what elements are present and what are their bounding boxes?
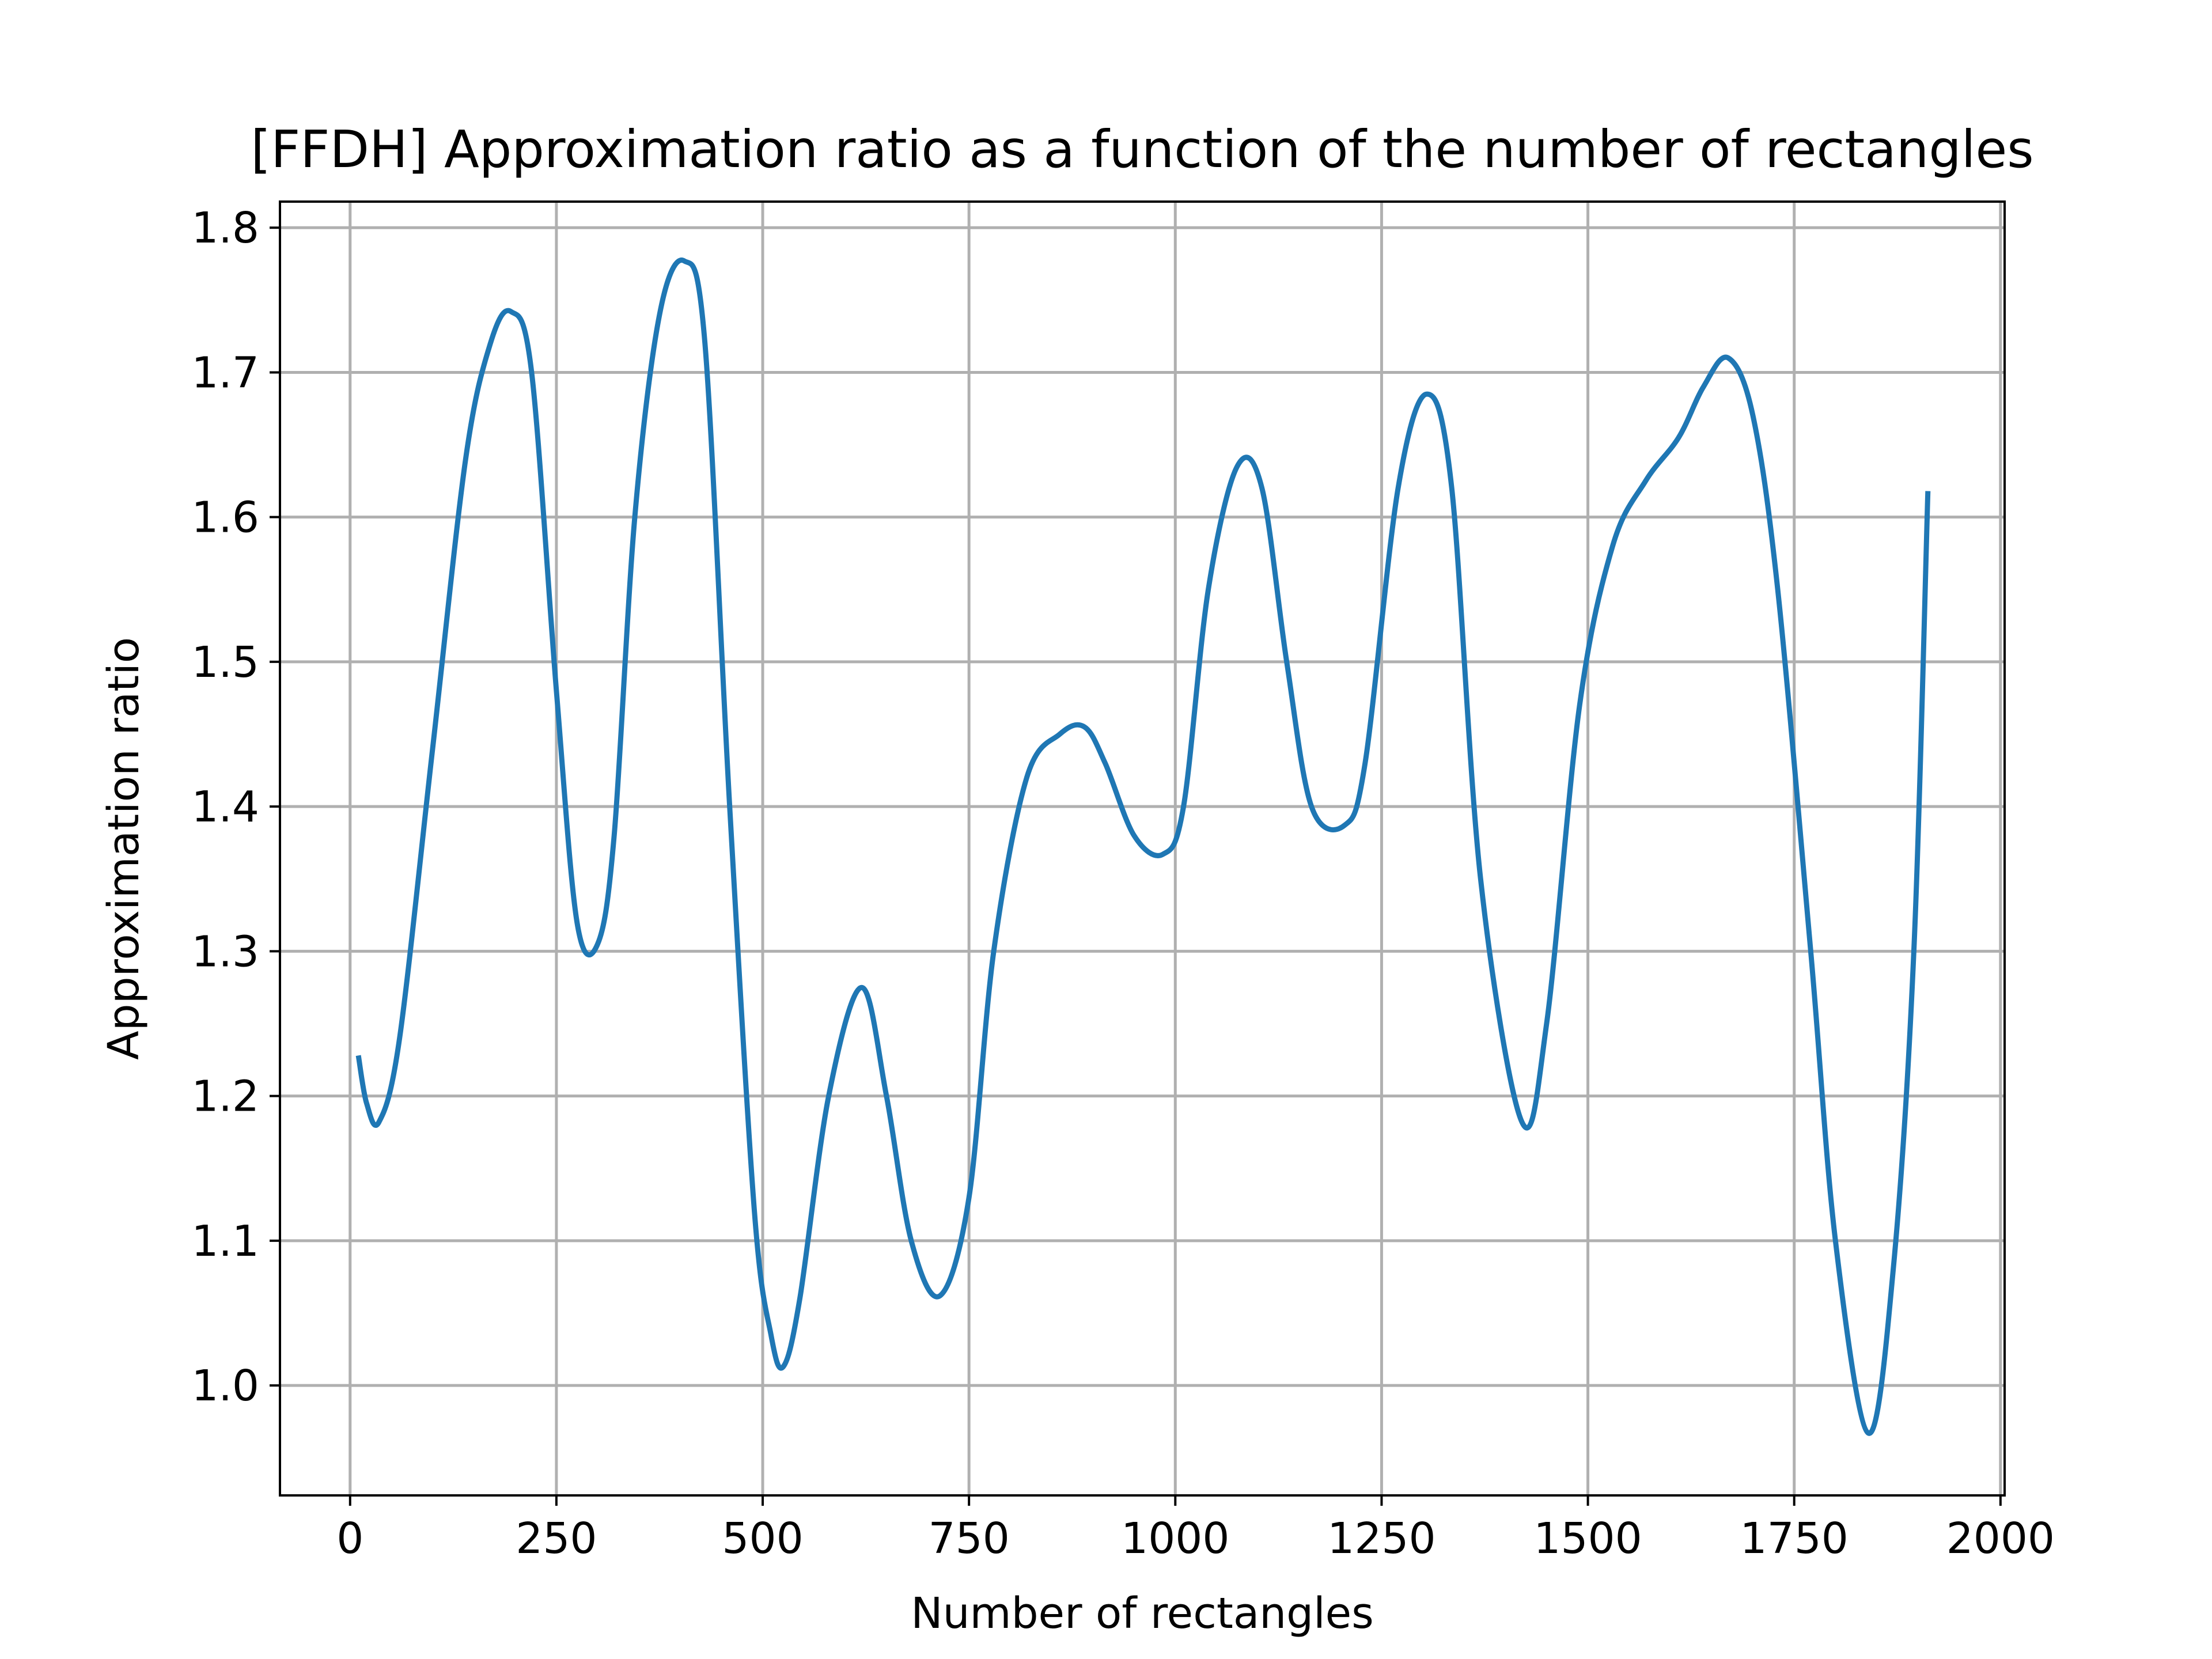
y-tick-label: 1.7 <box>191 348 259 397</box>
grid-layer <box>280 202 2005 1495</box>
x-tick-label: 500 <box>722 1514 803 1563</box>
y-tick-label: 1.2 <box>191 1072 259 1122</box>
plot-frame <box>279 200 2006 1497</box>
series-line-0 <box>355 257 1931 1436</box>
y-tick-label: 1.1 <box>191 1217 259 1266</box>
y-tick-label: 1.8 <box>191 203 259 253</box>
x-tick-label: 250 <box>516 1514 597 1563</box>
x-axis-label: Number of rectangles <box>911 1589 1374 1638</box>
y-tick-label: 1.0 <box>191 1361 259 1411</box>
x-tick-label: 1750 <box>1740 1514 1849 1563</box>
y-tick-label: 1.4 <box>191 782 259 832</box>
ticks-layer: 0 250 500 750 1000 1250 1500 1750 2000 1.0 1.1 1.2 1… <box>191 203 2055 1563</box>
x-tick-label: 0 <box>336 1514 363 1563</box>
y-tick-label: 1.6 <box>191 493 259 543</box>
y-tick-label: 1.3 <box>191 927 259 976</box>
series-layer <box>355 257 1931 1436</box>
x-tick-label: 1500 <box>1533 1514 1642 1563</box>
x-tick-label: 2000 <box>1946 1514 2055 1563</box>
x-tick-label: 1000 <box>1121 1514 1229 1563</box>
x-tick-label: 1250 <box>1327 1514 1435 1563</box>
y-axis-label: Approximation ratio <box>99 637 149 1060</box>
chart-title: [FFDH] Approximation ratio as a function… <box>251 119 2033 179</box>
x-tick-label: 750 <box>929 1514 1010 1563</box>
y-tick-label: 1.5 <box>191 638 259 687</box>
